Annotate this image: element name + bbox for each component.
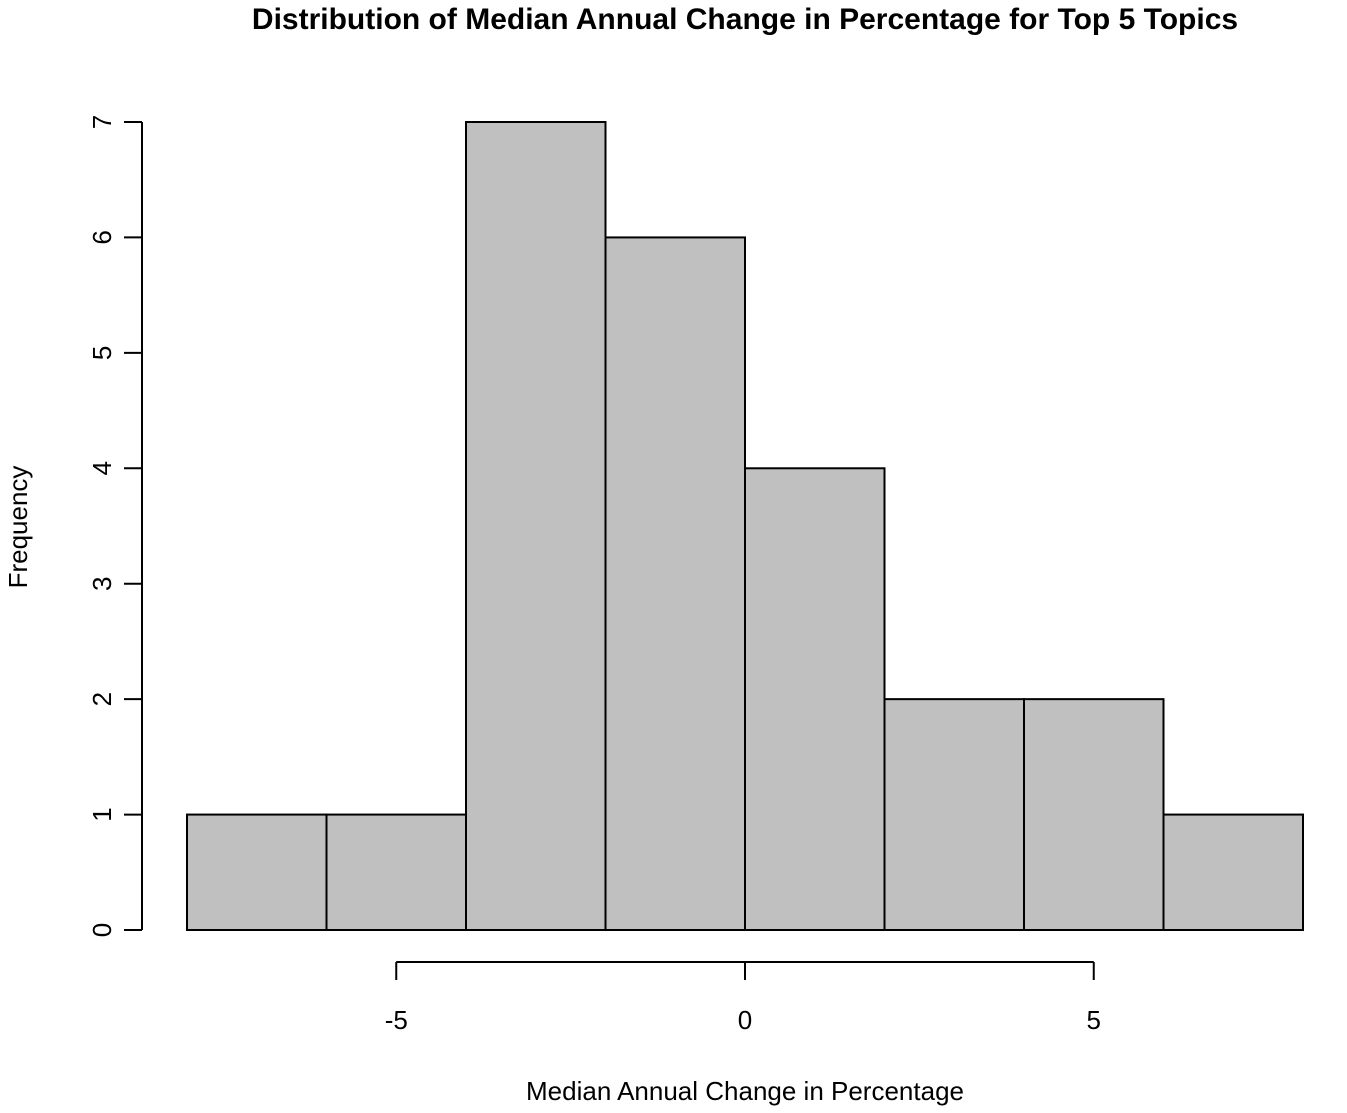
y-tick-label: 7 bbox=[87, 115, 117, 129]
chart-title: Distribution of Median Annual Change in … bbox=[252, 3, 1238, 36]
histogram-bar-2 bbox=[325, 813, 467, 931]
x-tick-label: 5 bbox=[1087, 1005, 1101, 1035]
histogram-bars bbox=[186, 121, 1304, 932]
y-tick-label: 3 bbox=[87, 576, 117, 590]
y-tick-label: 0 bbox=[87, 923, 117, 937]
histogram-bar-1 bbox=[186, 813, 328, 931]
y-tick-label: 2 bbox=[87, 692, 117, 706]
y-tick-label: 6 bbox=[87, 230, 117, 244]
histogram-bar-6 bbox=[883, 698, 1025, 932]
x-tick-label: -5 bbox=[385, 1005, 408, 1035]
histogram-bar-7 bbox=[1023, 698, 1165, 932]
y-tick-label: 1 bbox=[87, 807, 117, 821]
histogram-bar-4 bbox=[604, 236, 746, 931]
histogram-bar-8 bbox=[1162, 813, 1304, 931]
histogram-bar-5 bbox=[744, 467, 886, 931]
y-tick-label: 5 bbox=[87, 346, 117, 360]
y-tick-label: 4 bbox=[87, 461, 117, 475]
y-axis-label: Frequency bbox=[3, 466, 33, 589]
histogram-bar-3 bbox=[465, 121, 607, 931]
x-axis-label: Median Annual Change in Percentage bbox=[526, 1076, 964, 1106]
y-axis: 0 1 2 3 4 5 6 7 bbox=[87, 115, 143, 937]
x-tick-label: 0 bbox=[738, 1005, 752, 1035]
x-axis: -5 0 5 bbox=[385, 961, 1101, 1035]
